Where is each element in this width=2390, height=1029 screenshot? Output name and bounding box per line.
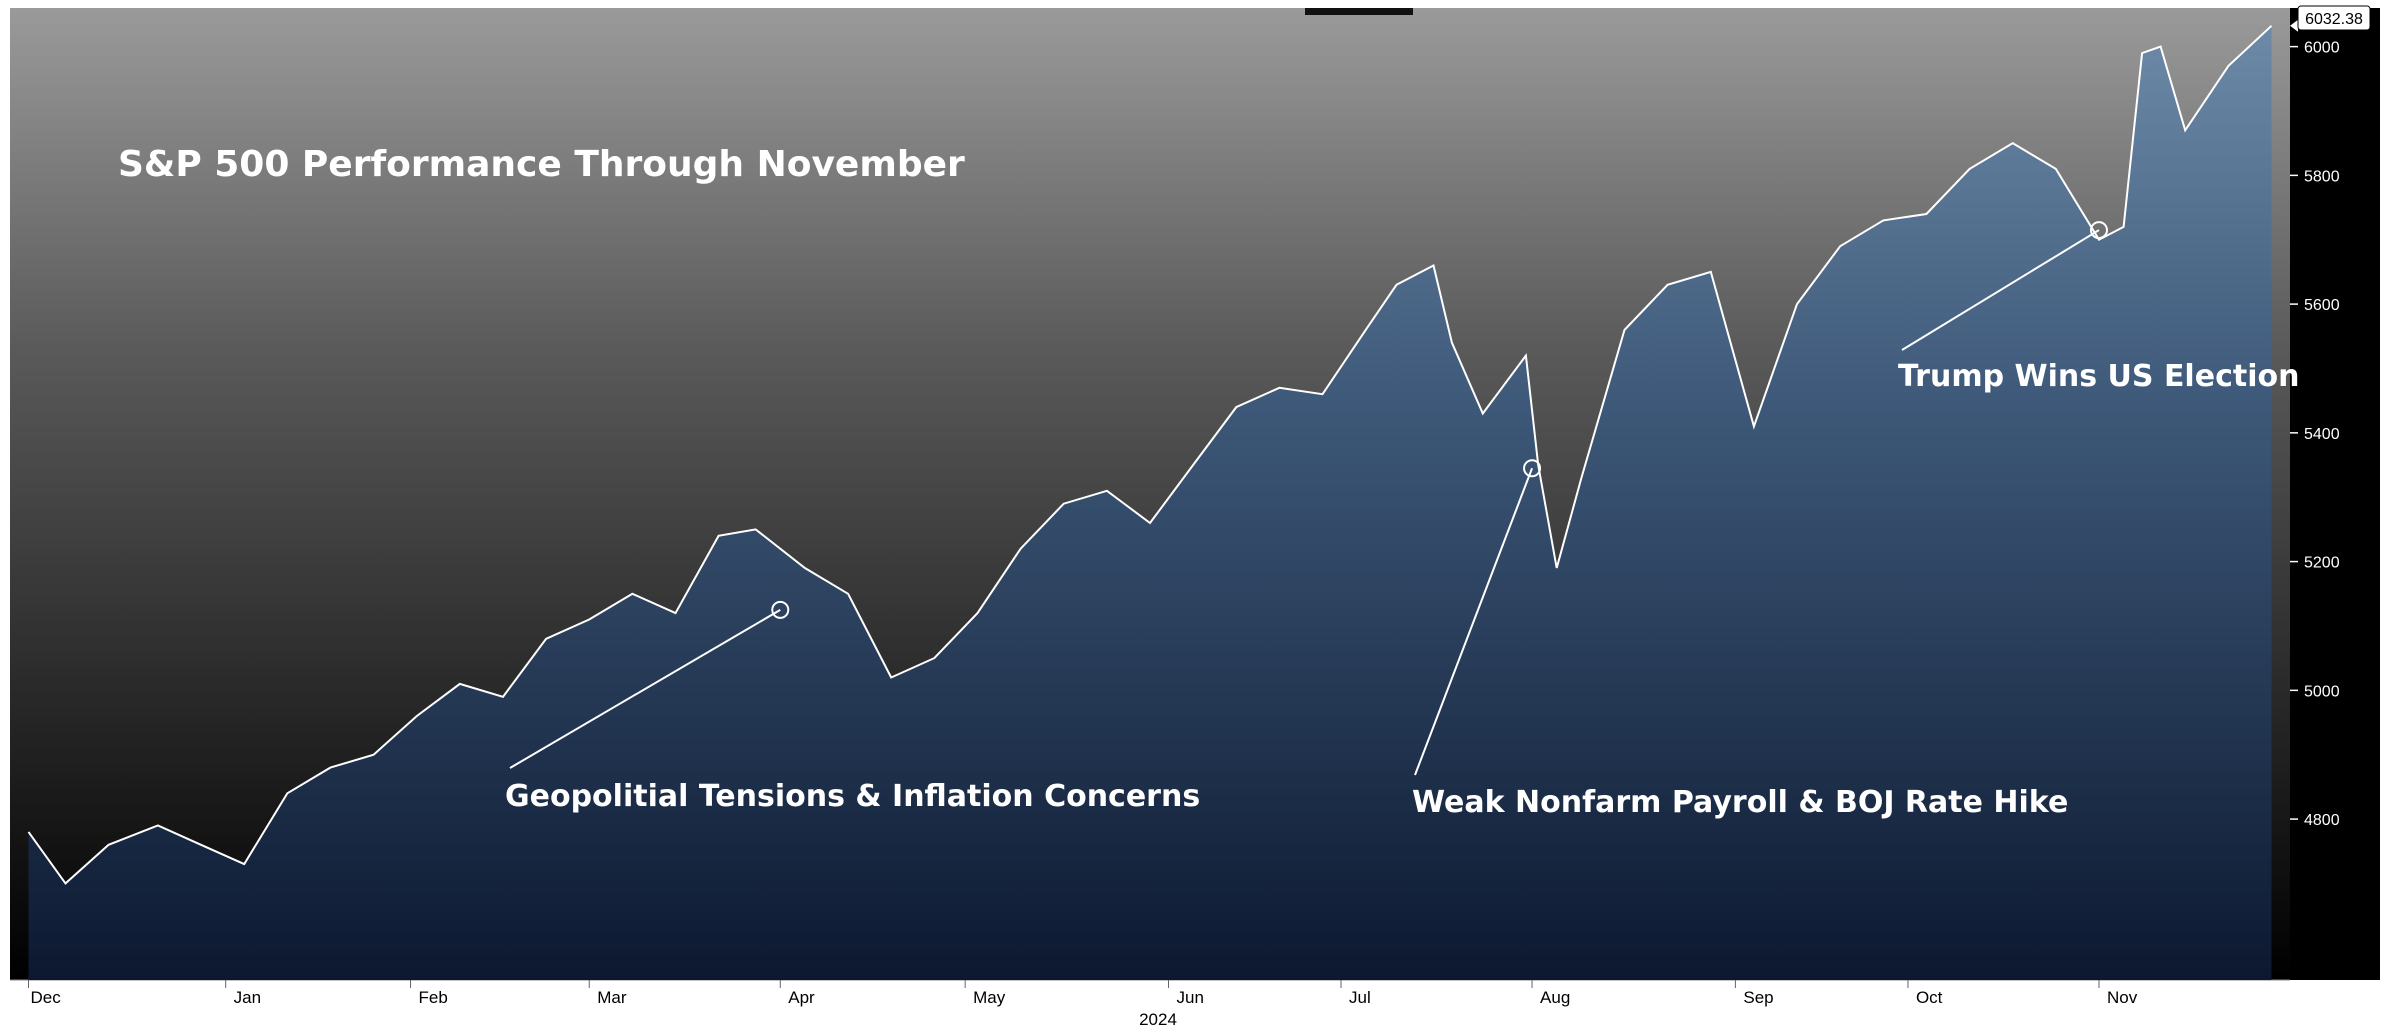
y-tick-label: 6000	[2304, 40, 2340, 57]
x-tick-label: Nov	[2107, 988, 2138, 1007]
y-axis-ticks: 4800 5000 5200 5400 5600 5800 6000	[2290, 40, 2340, 829]
annotation-marker	[1523, 459, 1542, 478]
x-tick-label: Jul	[1349, 988, 1371, 1007]
top-marker	[1305, 8, 1413, 15]
x-tick-label: May	[973, 988, 1006, 1007]
year-label: 2024	[1139, 1010, 1177, 1029]
chart-title: S&P 500 Performance Through November	[118, 144, 965, 185]
x-tick-label: Feb	[419, 988, 448, 1007]
annotation-marker	[771, 600, 790, 619]
x-axis-ticks: Dec Jan Feb Mar Apr May Jun Jul Aug Sep Oct Nov	[27, 980, 2138, 1007]
x-tick-label: Jun	[1176, 988, 1203, 1007]
y-tick-label: 5600	[2304, 297, 2340, 314]
last-value-pointer	[2290, 19, 2298, 32]
price-line	[27, 25, 2273, 885]
annotation-marker	[2089, 221, 2108, 240]
price-area	[28, 25, 2272, 980]
annotation-leader	[509, 609, 781, 769]
annotation-label: Geopolitial Tensions & Inflation Concern…	[505, 779, 1200, 814]
y-tick-label: 5400	[2304, 426, 2340, 443]
x-tick-label: Mar	[597, 988, 627, 1007]
x-tick-label: Jan	[234, 988, 261, 1007]
annotation-label: Weak Nonfarm Payroll & BOJ Rate Hike	[1412, 785, 2068, 820]
x-tick-label: Oct	[1916, 988, 1943, 1007]
x-tick-label: Dec	[30, 988, 61, 1007]
x-tick-label: Sep	[1743, 988, 1773, 1007]
y-tick-label: 4800	[2304, 812, 2340, 829]
annotation-label: Trump Wins US Election	[1898, 359, 2299, 394]
svg-text:6032.38: 6032.38	[2305, 11, 2363, 28]
y-tick-label: 5200	[2304, 555, 2340, 572]
x-tick-label: Aug	[1540, 988, 1570, 1007]
annotation-leader	[1901, 229, 2100, 351]
x-tick-label: Apr	[788, 988, 815, 1007]
y-tick-label: 5800	[2304, 168, 2340, 185]
annotations: Geopolitial Tensions & Inflation Concern…	[505, 19, 2299, 820]
annotation-leader	[1414, 467, 1533, 776]
y-tick-label: 5000	[2304, 683, 2340, 700]
y-axis-panel	[2290, 8, 2380, 980]
last-value-tag: 6032.38	[2297, 5, 2371, 31]
